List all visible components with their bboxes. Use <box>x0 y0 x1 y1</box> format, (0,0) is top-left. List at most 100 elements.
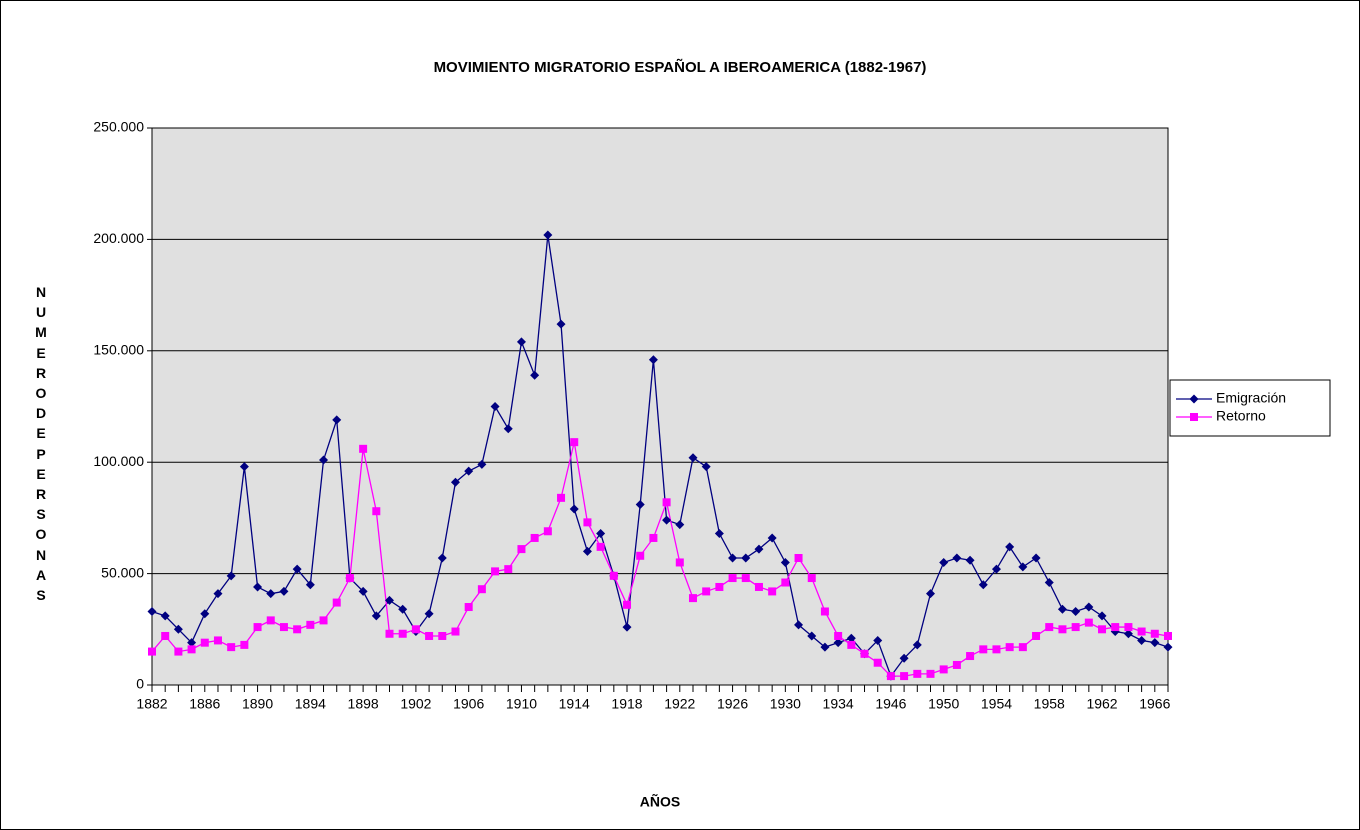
data-point <box>1150 638 1160 648</box>
data-point <box>345 574 354 583</box>
data-point <box>557 493 566 502</box>
data-point <box>293 625 302 634</box>
data-point <box>939 665 948 674</box>
data-point <box>925 589 935 599</box>
data-point <box>860 649 869 658</box>
data-point <box>569 504 579 514</box>
data-point <box>635 500 645 510</box>
y-tick-label: 250.000 <box>93 119 144 135</box>
data-point <box>371 611 381 621</box>
data-point <box>570 438 579 447</box>
data-point <box>1018 643 1027 652</box>
data-point <box>319 455 329 465</box>
legend-label: Retorno <box>1216 408 1266 424</box>
data-point <box>768 587 777 596</box>
data-point <box>623 600 632 609</box>
x-tick-label: 1946 <box>875 696 906 712</box>
data-point <box>253 582 263 592</box>
data-point <box>939 557 949 567</box>
data-point <box>358 586 368 596</box>
x-tick-label: 1894 <box>295 696 326 712</box>
data-point <box>675 520 685 530</box>
data-point <box>305 580 315 590</box>
x-tick-label: 1886 <box>189 696 220 712</box>
data-point <box>873 658 882 667</box>
data-point <box>148 647 156 656</box>
data-point <box>160 611 170 621</box>
data-point <box>266 589 276 599</box>
data-point <box>227 643 236 652</box>
x-tick-label: 1914 <box>559 696 590 712</box>
data-point <box>1137 627 1146 636</box>
y-axis-label: NUMERODEPERSONAS <box>35 284 47 604</box>
data-point <box>1005 542 1015 552</box>
data-point <box>173 624 183 634</box>
data-point <box>213 589 223 599</box>
data-point <box>292 564 302 574</box>
y-tick-label: 100.000 <box>93 453 144 469</box>
data-point <box>1098 625 1107 634</box>
data-point <box>147 606 157 616</box>
data-point <box>425 631 434 640</box>
data-point <box>781 578 790 587</box>
y-tick-label: 50.000 <box>101 564 144 580</box>
data-point <box>556 319 566 329</box>
data-point <box>609 571 618 580</box>
data-point <box>161 631 170 640</box>
data-point <box>187 645 196 654</box>
data-point <box>899 653 909 663</box>
data-point <box>1005 643 1014 652</box>
x-tick-label: 1958 <box>1034 696 1065 712</box>
x-tick-label: 1898 <box>348 696 379 712</box>
data-point <box>213 636 222 645</box>
data-point <box>543 527 552 536</box>
data-point <box>1044 578 1054 588</box>
data-point <box>306 620 315 629</box>
x-tick-label: 1922 <box>664 696 695 712</box>
x-tick-label: 1950 <box>928 696 959 712</box>
data-point <box>411 625 420 634</box>
data-point <box>279 586 289 596</box>
data-point <box>1018 562 1028 572</box>
data-point <box>385 595 395 605</box>
data-point <box>516 337 526 347</box>
data-point <box>833 638 843 648</box>
series-line <box>151 234 1169 678</box>
data-point <box>438 631 447 640</box>
data-point <box>451 627 460 636</box>
data-point <box>240 640 249 649</box>
data-point <box>477 585 486 594</box>
data-point <box>846 633 856 643</box>
data-point <box>754 582 763 591</box>
data-point <box>715 582 724 591</box>
data-point <box>794 554 803 563</box>
x-tick-label: 1930 <box>770 696 801 712</box>
data-point <box>543 230 553 240</box>
data-point <box>1057 604 1067 614</box>
data-point <box>517 545 526 554</box>
data-point <box>992 645 1001 654</box>
data-point <box>701 462 711 472</box>
data-point <box>1032 631 1041 640</box>
data-point <box>900 672 909 681</box>
data-point <box>807 631 817 641</box>
x-tick-label: 1954 <box>981 696 1012 712</box>
data-point <box>807 574 816 583</box>
data-point <box>648 355 658 365</box>
data-point <box>372 507 381 516</box>
data-point <box>1097 611 1107 621</box>
x-tick-label: 1966 <box>1139 696 1170 712</box>
data-point <box>820 642 830 652</box>
y-tick-label: 0 <box>136 676 144 692</box>
data-point <box>385 629 394 638</box>
data-point <box>253 623 262 632</box>
data-point <box>1084 618 1093 627</box>
x-tick-label: 1918 <box>611 696 642 712</box>
x-tick-label: 1962 <box>1086 696 1117 712</box>
data-point <box>398 629 407 638</box>
data-point <box>912 640 922 650</box>
x-tick-label: 1906 <box>453 696 484 712</box>
data-point <box>636 551 645 560</box>
